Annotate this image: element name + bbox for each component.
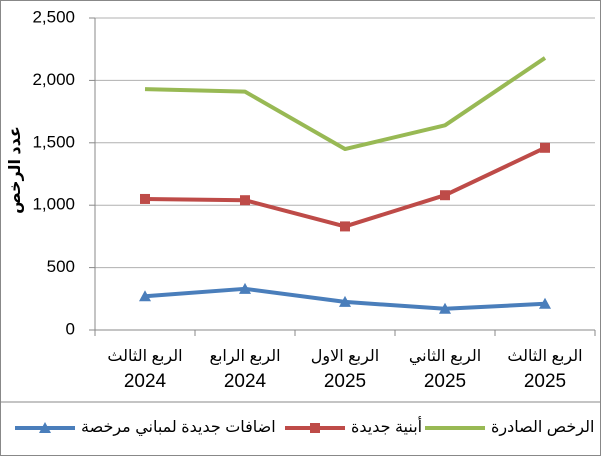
x-tick-label: الربع الثالث — [507, 348, 582, 366]
legend-label: أبنية جديدة — [351, 416, 422, 436]
x-tick-label: 2025 — [424, 371, 466, 392]
x-tick-label: الربع الثالث — [107, 348, 182, 366]
x-tick-label: 2025 — [524, 371, 566, 392]
marker — [540, 142, 550, 153]
marker — [240, 195, 250, 206]
marker — [439, 302, 451, 314]
y-tick-label: 1,500 — [32, 132, 75, 151]
legend-label: الرخص الصادرة — [491, 419, 594, 437]
marker — [539, 297, 551, 309]
x-tick-label: 2024 — [224, 371, 267, 392]
y-tick-label: 500 — [47, 257, 75, 276]
y-tick-label: 2,500 — [32, 7, 75, 26]
marker — [340, 221, 350, 232]
marker — [339, 295, 351, 307]
marker — [239, 282, 251, 294]
marker — [39, 422, 51, 433]
x-tick-label: 2025 — [324, 371, 366, 392]
series-line — [144, 56, 547, 152]
y-tick-label: 1,000 — [32, 195, 75, 214]
x-tick-label: الربع الاول — [311, 348, 379, 366]
marker — [310, 423, 320, 433]
x-tick-label: 2024 — [124, 371, 167, 392]
legend-label: اضافات جديدة لمباني مرخصة — [81, 419, 276, 437]
y-tick-label: 0 — [66, 319, 75, 338]
x-tick-label: الربع الرابع — [209, 348, 280, 366]
marker — [139, 290, 151, 302]
x-tick-label: الربع الثاني — [409, 348, 481, 366]
y-axis-label: عدد الرخص — [7, 126, 24, 214]
y-tick-label: 2,000 — [32, 70, 75, 89]
marker — [140, 193, 150, 204]
marker — [440, 190, 450, 201]
